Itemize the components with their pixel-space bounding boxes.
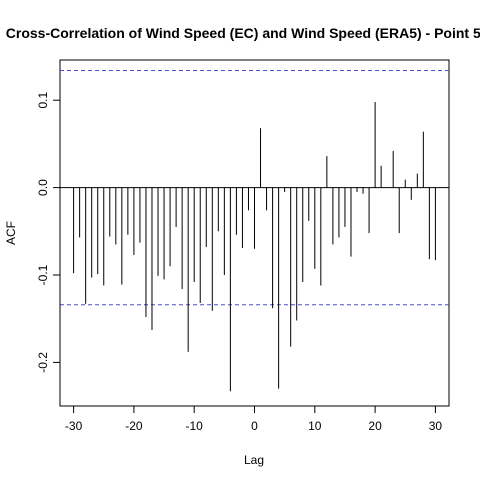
x-axis: -30 -20 -10 0 10 20 30 [65, 406, 442, 433]
x-tick-label: -10 [186, 419, 204, 433]
bar-group [60, 70, 449, 391]
x-axis-label: Lag [244, 453, 264, 467]
y-axis: -0.2 -0.1 0.0 0.1 [36, 92, 60, 373]
y-tick-label: -0.2 [36, 352, 50, 373]
y-tick-label: 0.0 [36, 179, 50, 196]
x-tick-label: 10 [308, 419, 322, 433]
y-tick-label: -0.1 [36, 264, 50, 285]
x-tick-label: 20 [368, 419, 382, 433]
chart-title: Cross-Correlation of Wind Speed (EC) and… [6, 25, 480, 41]
y-axis-label: ACF [4, 221, 18, 245]
y-tick-label: 0.1 [36, 92, 50, 109]
x-tick-label: 30 [429, 419, 443, 433]
x-tick-label: 0 [251, 419, 258, 433]
x-tick-label: -30 [65, 419, 83, 433]
x-tick-label: -20 [125, 419, 143, 433]
